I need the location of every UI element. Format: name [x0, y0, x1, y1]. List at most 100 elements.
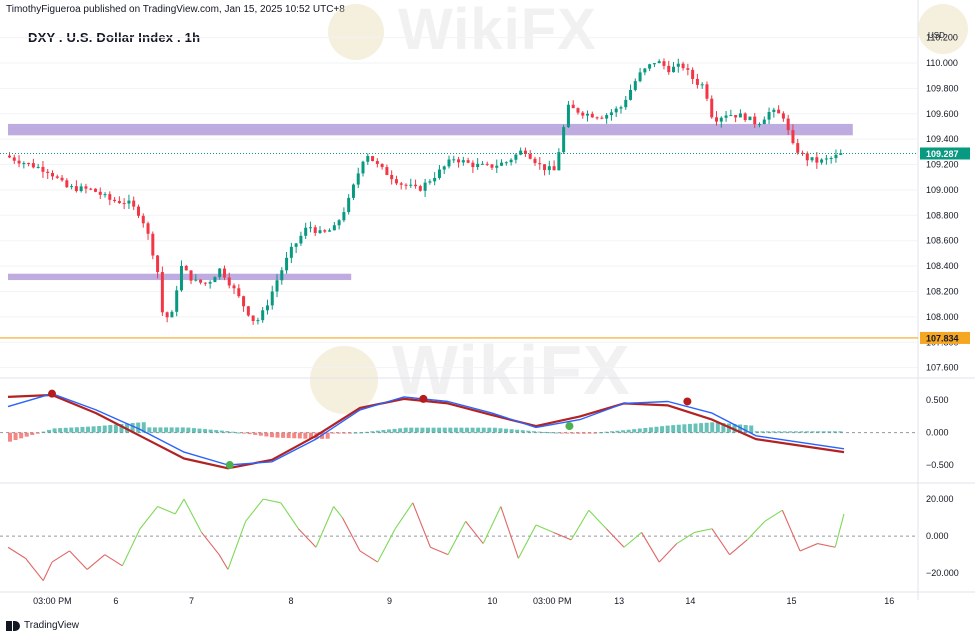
candle [490, 164, 494, 168]
oscillator-segment [341, 517, 361, 552]
histogram-bar [782, 431, 787, 433]
candle [695, 78, 699, 85]
candle [824, 158, 828, 160]
candle [633, 81, 637, 90]
histogram-bar [743, 425, 748, 433]
candle [404, 184, 408, 186]
cross-signal-dot [683, 397, 692, 406]
candle [734, 115, 738, 118]
oscillator-segment [641, 532, 660, 563]
histogram-bar [325, 432, 330, 439]
candle [318, 230, 322, 233]
candle [801, 152, 805, 154]
oscillator-segment [139, 506, 159, 530]
histogram-bar [152, 427, 157, 433]
histogram-bar [465, 427, 470, 433]
candle [113, 199, 117, 202]
candle [480, 163, 484, 165]
y-tick-label: 0.500 [926, 395, 949, 405]
candle [141, 215, 145, 224]
histogram-bar [80, 426, 85, 433]
histogram-bar [281, 432, 286, 438]
candle [170, 311, 174, 318]
resistance-zone [8, 273, 352, 281]
watermark-logo [310, 346, 378, 414]
candle [538, 163, 542, 165]
histogram-bar [35, 432, 40, 434]
histogram-bar [119, 424, 124, 433]
candle [242, 296, 246, 307]
currency-label: USD [928, 31, 945, 40]
oscillator-segment [570, 509, 590, 541]
candle [729, 115, 733, 117]
x-tick-label: 6 [113, 596, 118, 606]
oscillator-segment [535, 524, 554, 533]
x-tick-label: 15 [787, 596, 797, 606]
candle [313, 227, 317, 233]
cross-signal-dot [419, 394, 428, 403]
candle [31, 163, 35, 168]
histogram-bar [52, 428, 57, 433]
candle [160, 272, 164, 313]
x-tick-label: 16 [884, 596, 894, 606]
candle [132, 200, 136, 207]
histogram-bar [386, 429, 391, 433]
candle [700, 84, 704, 86]
histogram-bar [191, 428, 196, 433]
candle [762, 119, 766, 125]
candle [36, 166, 40, 168]
oscillator-segment [51, 550, 70, 563]
candle [609, 112, 613, 116]
histogram-bar [632, 429, 637, 433]
histogram-bar [364, 431, 369, 433]
histogram-bar [169, 427, 174, 433]
y-tick-label: 0.000 [926, 428, 949, 438]
tradingview-footer: TradingView [6, 620, 79, 631]
oscillator-segment [517, 524, 537, 559]
histogram-bar [130, 423, 135, 433]
tradingview-logo-icon [6, 620, 20, 631]
candle [767, 112, 771, 120]
candle [829, 158, 833, 160]
candle [805, 153, 809, 161]
histogram-bar [565, 432, 570, 434]
histogram-bar [353, 432, 358, 434]
candle [748, 116, 752, 121]
histogram-bar [587, 432, 592, 434]
x-tick-label: 13 [614, 596, 624, 606]
oscillator-segment [377, 528, 396, 563]
histogram-bar [91, 426, 96, 433]
y-tick-label: 109.000 [926, 185, 959, 195]
last-price-tag [920, 147, 970, 160]
candle [485, 163, 489, 165]
candle [543, 164, 547, 171]
y-tick-label: 109.200 [926, 160, 959, 170]
oscillator-segment [315, 506, 335, 548]
histogram-bar [448, 427, 453, 433]
candle [724, 115, 728, 118]
histogram-bar [74, 427, 79, 433]
histogram-bar [47, 429, 52, 433]
histogram-bar [832, 431, 837, 433]
candle [337, 220, 341, 226]
histogram-bar [392, 428, 397, 433]
histogram-bar [526, 430, 531, 433]
histogram-bar [264, 432, 269, 437]
histogram-bar [370, 431, 375, 433]
histogram-bar [308, 432, 313, 439]
candle [289, 246, 293, 258]
candle [285, 257, 289, 271]
histogram-bar [749, 425, 754, 433]
histogram-bar [821, 431, 826, 433]
oscillator-segment [359, 550, 378, 563]
histogram-bar [570, 432, 575, 434]
candle [55, 176, 59, 178]
candle [399, 183, 403, 185]
candle [122, 203, 126, 205]
histogram-bar [710, 422, 715, 433]
histogram-bar [621, 430, 626, 433]
histogram-bar [8, 432, 12, 442]
y-tick-label: 109.400 [926, 134, 959, 144]
watermark-logo [328, 4, 384, 60]
